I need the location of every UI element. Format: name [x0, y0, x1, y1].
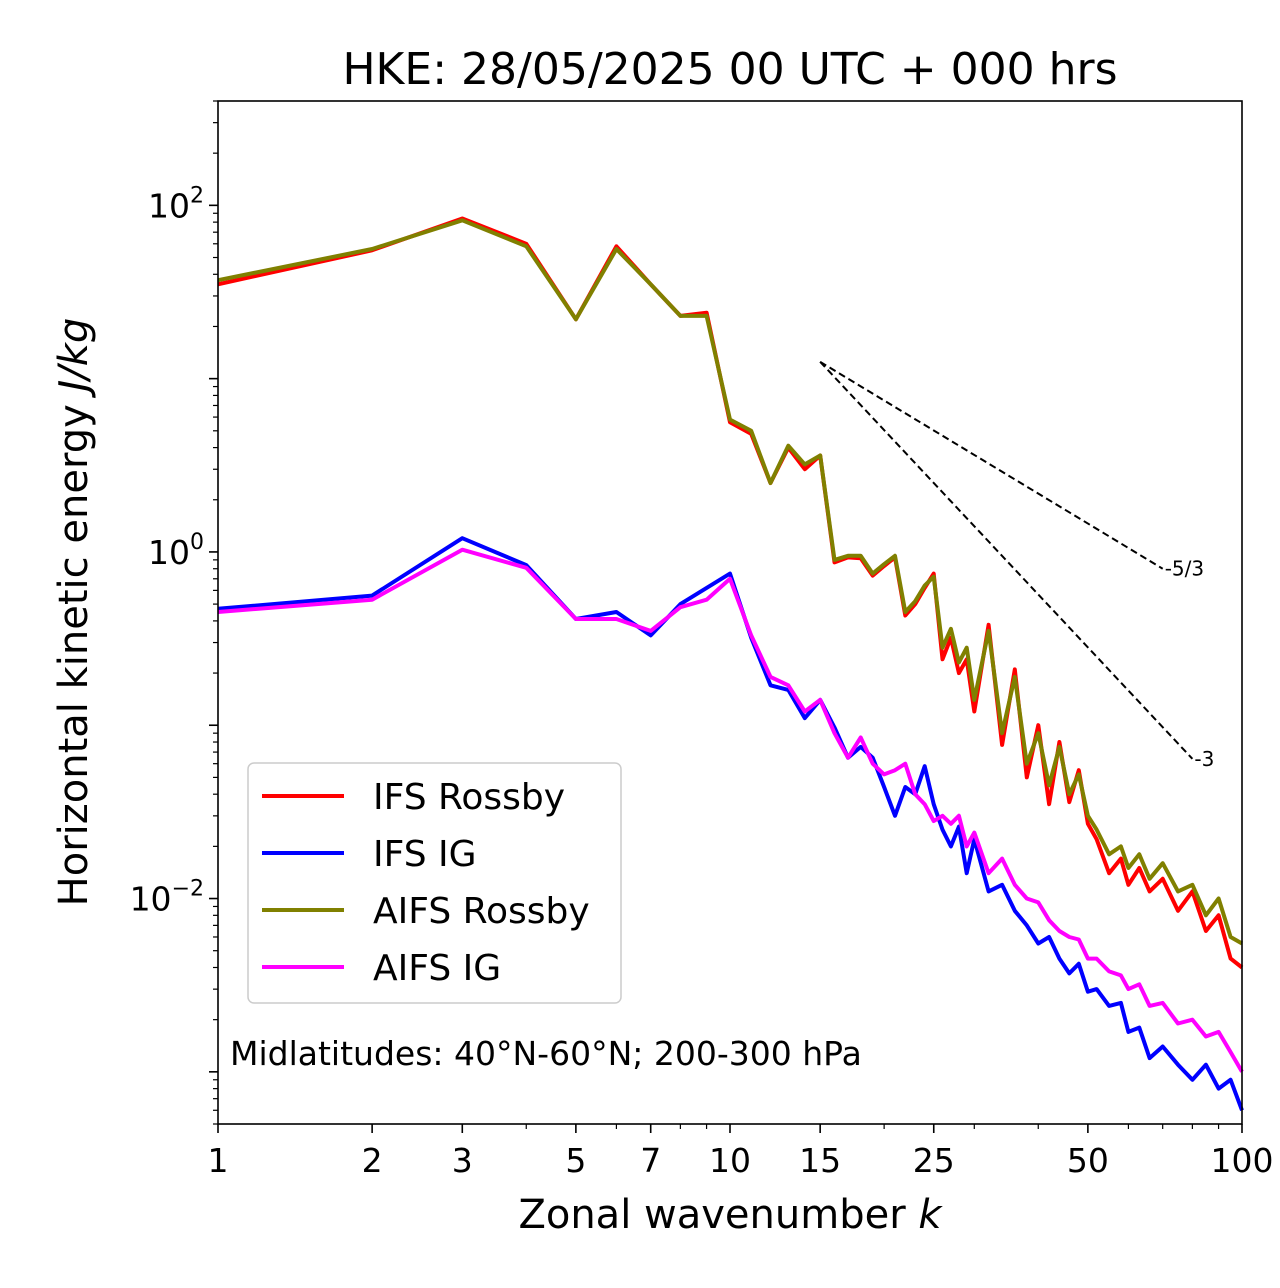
y-axis-label: Horizontal kinetic energy J/kg: [51, 318, 97, 907]
y-axis-label-unit: J/kg: [51, 318, 97, 399]
x-tick-label: 25: [913, 1141, 955, 1180]
x-tick-label: 1: [208, 1141, 229, 1180]
y-axis-label-text: Horizontal kinetic energy: [51, 392, 97, 907]
x-tick-label: 2: [362, 1141, 383, 1180]
series-line-aifs-rossby: [217, 218, 1243, 946]
legend-box: [247, 762, 622, 1004]
reference-slopes: -5/3 -3: [819, 360, 1214, 771]
legend-label-ifs-rossby: IFS Rossby: [373, 777, 565, 818]
series-layer: [217, 216, 1244, 1112]
x-axis-label: Zonal wavenumber k: [518, 1192, 943, 1238]
legend-label-aifs-ig: AIFS IG: [373, 948, 501, 989]
y-tick-label: 100: [148, 530, 204, 572]
y-axis-ticks: 102 100 10−2: [130, 100, 218, 1125]
reference-label-3: -3: [1194, 747, 1214, 771]
x-tick-label: 50: [1067, 1141, 1109, 1180]
x-tick-label: 3: [452, 1141, 473, 1180]
legend-label-ifs-ig: IFS IG: [373, 834, 477, 875]
chart-title: HKE: 28/05/2025 00 UTC + 000 hrs: [342, 44, 1117, 95]
legend: IFS Rossby IFS IG AIFS Rossby AIFS IG: [247, 762, 622, 1004]
x-axis-label-text: Zonal wavenumber: [518, 1192, 918, 1238]
legend-label-aifs-rossby: AIFS Rossby: [373, 891, 590, 932]
x-tick-label: 100: [1211, 1141, 1274, 1180]
reference-line-3: [819, 361, 1194, 760]
x-tick-label: 7: [640, 1141, 661, 1180]
x-axis-label-variable: k: [918, 1192, 943, 1238]
series-line-ifs-ig: [217, 536, 1244, 1112]
reference-line-5-3: [819, 360, 1164, 570]
series-line-aifs-ig: [217, 547, 1244, 1073]
reference-label-5-3: -5/3: [1165, 557, 1204, 581]
region-annotation: Midlatitudes: 40°N-60°N; 200-300 hPa: [230, 1034, 862, 1073]
y-tick-label: 102: [148, 183, 204, 225]
x-tick-label: 5: [565, 1141, 586, 1180]
x-tick-label: 15: [799, 1141, 841, 1180]
x-axis-ticks: 1 2 3 5 7 10 15 25 50 100: [208, 1124, 1274, 1180]
x-tick-label: 10: [709, 1141, 751, 1180]
y-tick-label: 10−2: [130, 877, 204, 919]
